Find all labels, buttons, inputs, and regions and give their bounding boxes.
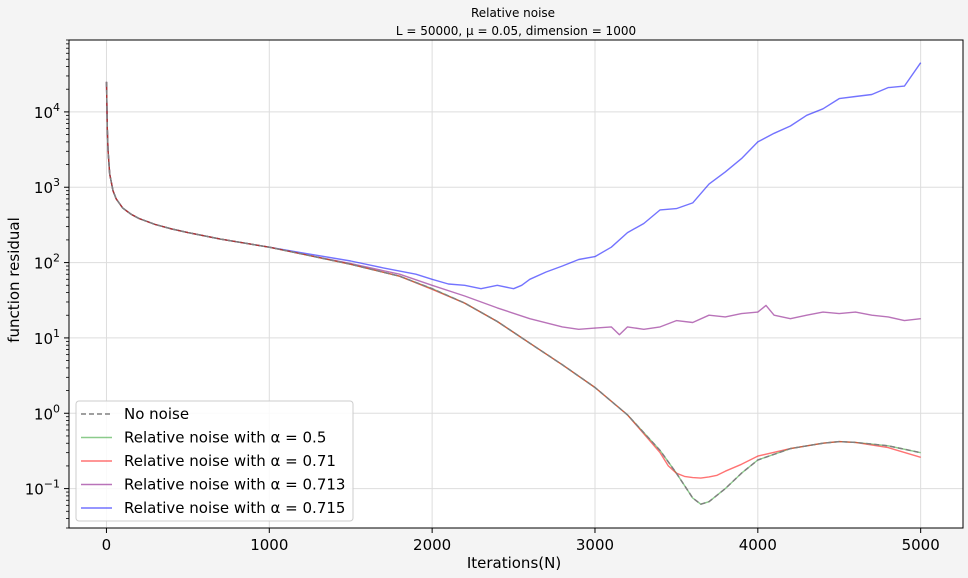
- legend-label: Relative noise with α = 0.715: [124, 499, 345, 517]
- x-axis: 0 1000 2000 3000 4000 5000: [102, 528, 940, 554]
- legend-label: Relative noise with α = 0.713: [124, 476, 345, 494]
- series-lines: [105, 62, 922, 505]
- x-tick-label: 0: [102, 536, 112, 554]
- legend-label: Relative noise with α = 0.71: [124, 452, 336, 470]
- x-axis-label: Iterations(N): [467, 554, 561, 572]
- x-tick-label: 3000: [576, 536, 614, 554]
- plot-frame: [68, 39, 964, 529]
- legend: No noise Relative noise with α = 0.5 Relat…: [75, 400, 354, 522]
- y-tick-label: 10−1: [25, 478, 60, 499]
- y-tick-label: 103: [34, 176, 60, 197]
- series-line-0: [105, 81, 921, 505]
- y-tick-label: 104: [34, 101, 60, 122]
- x-tick-label: 4000: [739, 536, 777, 554]
- x-tick-label: 5000: [902, 536, 940, 554]
- y-axis-label: function residual: [5, 217, 23, 342]
- x-tick-label: 2000: [413, 536, 451, 554]
- legend-label: Relative noise with α = 0.5: [124, 429, 326, 447]
- y-tick-label: 102: [34, 252, 60, 273]
- y-axis: 10−1 100 101 102 103 104: [25, 39, 69, 529]
- legend-label: No noise: [124, 405, 189, 423]
- chart-title: Relative noise: [471, 6, 555, 20]
- y-tick-label: 101: [34, 327, 60, 348]
- chart-subtitle: L = 50000, μ = 0.05, dimension = 1000: [396, 24, 636, 38]
- x-tick-label: 1000: [250, 536, 288, 554]
- y-tick-label: 100: [34, 402, 60, 423]
- legend-box: [75, 400, 354, 522]
